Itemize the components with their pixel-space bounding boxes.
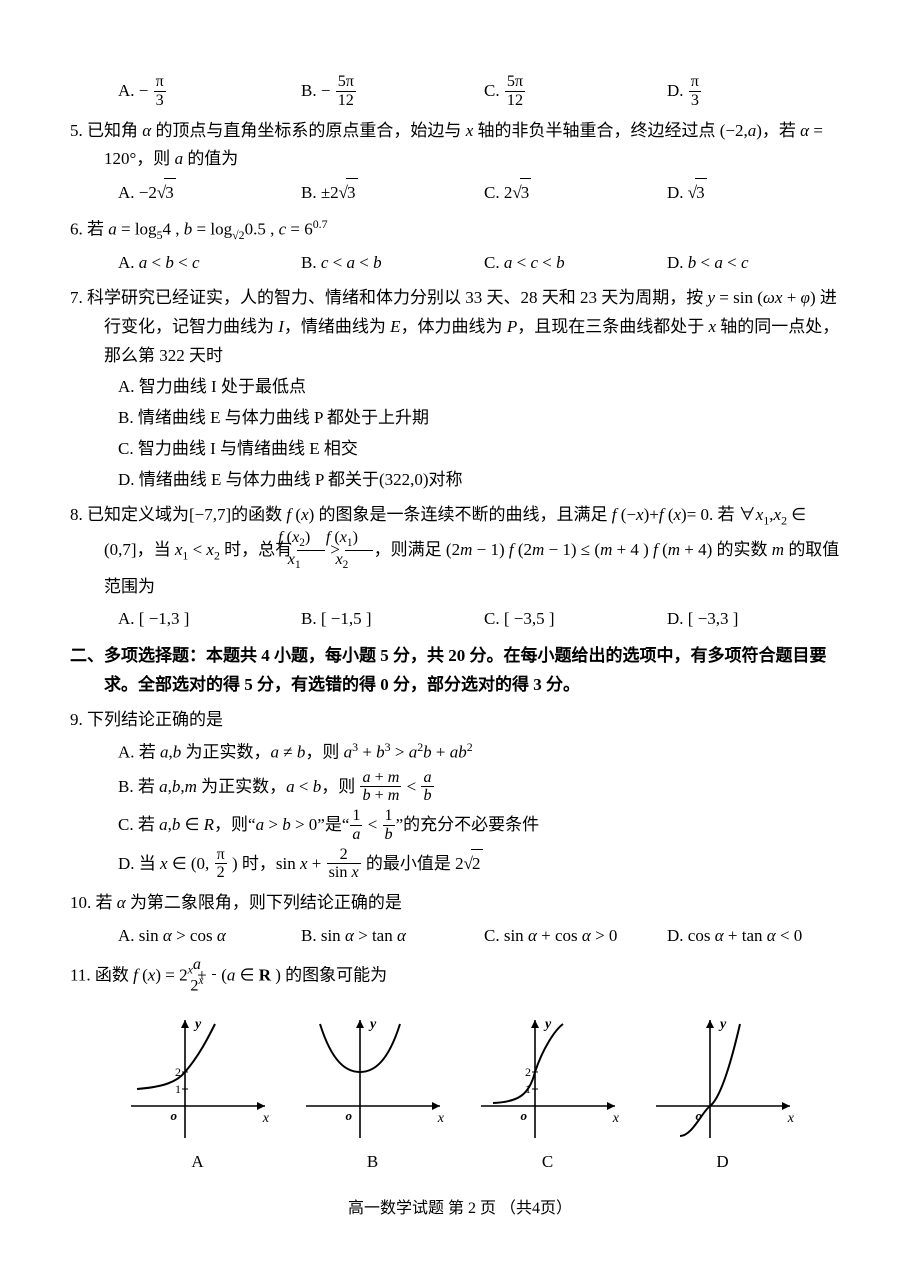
q11-figures: xyo12 A xyo B xyo12 C xyo D: [110, 1014, 810, 1177]
q4-opt-b: B. − 5π12: [301, 74, 484, 111]
q9-opt-d: D. 当 x ∈ (0, π2 ) 时，sin x + 2sin x 的最小值是…: [118, 847, 850, 884]
svg-text:y: y: [193, 1017, 202, 1032]
q5-opt-a: A. −23: [118, 178, 301, 208]
svg-text:o: o: [345, 1108, 352, 1123]
q9-opt-c: C. 若 a,b ∈ R，则“a > b > 0”是“1a < 1b”的充分不必…: [118, 808, 850, 845]
fig-A-label: A: [123, 1148, 273, 1177]
fig-B-label: B: [298, 1148, 448, 1177]
q4-opt-a: A. − π3: [118, 74, 301, 111]
svg-text:o: o: [170, 1108, 177, 1123]
q8-options: A. [ −1,3 ] B. [ −1,5 ] C. [ −3,5 ] D. […: [118, 605, 850, 634]
fig-A: xyo12 A: [123, 1014, 273, 1177]
q10-stem: 10. 若 α 为第二象限角，则下列结论正确的是: [104, 889, 850, 918]
plot-C: xyo12: [473, 1014, 623, 1144]
q7-opt-b: B. 情绪曲线 E 与体力曲线 P 都处于上升期: [118, 404, 850, 433]
q8-opt-d: D. [ −3,3 ]: [667, 605, 850, 634]
svg-text:x: x: [436, 1111, 444, 1126]
q8-opt-b: B. [ −1,5 ]: [301, 605, 484, 634]
q10-options: A. sin α > cos α B. sin α > tan α C. sin…: [118, 922, 850, 951]
svg-text:y: y: [543, 1017, 552, 1032]
q8-opt-a: A. [ −1,3 ]: [118, 605, 301, 634]
plot-B: x y o: [298, 1014, 448, 1144]
q7-opt-d: D. 情绪曲线 E 与体力曲线 P 都关于(322,0)对称: [118, 466, 850, 495]
q8-opt-c: C. [ −3,5 ]: [484, 605, 667, 634]
svg-text:x: x: [611, 1111, 619, 1126]
section-2-title: 二、多项选择题：本题共 4 小题，每小题 5 分，共 20 分。在每小题给出的选…: [104, 642, 850, 700]
q6-stem: 6. 若 a = log54 , b = log√20.5 , c = 60.7: [104, 214, 850, 245]
q4-options: A. − π3 B. − 5π12 C. 5π12 D. π3: [118, 74, 850, 111]
q10-opt-a: A. sin α > cos α: [118, 922, 301, 951]
svg-text:1: 1: [175, 1082, 181, 1096]
q5-options: A. −23 B. ±23 C. 23 D. 3: [118, 178, 850, 208]
q5-stem: 5. 已知角 α 的顶点与直角坐标系的原点重合，始边与 x 轴的非负半轴重合，终…: [104, 117, 850, 175]
fig-C-label: C: [473, 1148, 623, 1177]
fig-C: xyo12 C: [473, 1014, 623, 1177]
svg-text:y: y: [718, 1017, 727, 1032]
fig-B: x y o B: [298, 1014, 448, 1177]
q9-stem: 9. 下列结论正确的是: [104, 706, 850, 735]
fig-D: xyo D: [648, 1014, 798, 1177]
q8-stem: 8. 已知定义域为[−7,7]的函数 f (x) 的图象是一条连续不断的曲线，且…: [104, 501, 850, 602]
q5-opt-b: B. ±23: [301, 178, 484, 208]
q5-opt-d: D. 3: [667, 178, 850, 208]
q10-opt-d: D. cos α + tan α < 0: [667, 922, 850, 951]
svg-text:y: y: [368, 1017, 377, 1032]
plot-D: xyo: [648, 1014, 798, 1144]
q6-opt-c: C. a < c < b: [484, 249, 667, 278]
svg-text:x: x: [786, 1111, 794, 1126]
plot-A: xyo12: [123, 1014, 273, 1144]
q7-stem: 7. 科学研究已经证实，人的智力、情绪和体力分别以 33 天、28 天和 23 …: [104, 284, 850, 371]
q10-opt-b: B. sin α > tan α: [301, 922, 484, 951]
q7-opt-a: A. 智力曲线 I 处于最低点: [118, 373, 850, 402]
q6-opt-d: D. b < a < c: [667, 249, 850, 278]
q4-opt-d: D. π3: [667, 74, 850, 111]
q4-opt-c: C. 5π12: [484, 74, 667, 111]
svg-text:o: o: [520, 1108, 527, 1123]
q11-stem: 11. 函数 f (x) = 2x + a2x (a ∈ R ) 的图象可能为: [104, 957, 850, 996]
fig-D-label: D: [648, 1148, 798, 1177]
q6-options: A. a < b < c B. c < a < b C. a < c < b D…: [118, 249, 850, 278]
svg-text:2: 2: [525, 1065, 531, 1079]
q6-opt-b: B. c < a < b: [301, 249, 484, 278]
page-footer: 高一数学试题 第 2 页 （共4页）: [70, 1195, 850, 1222]
q5-opt-c: C. 23: [484, 178, 667, 208]
svg-text:x: x: [261, 1111, 269, 1126]
q9-opt-b: B. 若 a,b,m 为正实数，a < b，则 a + mb + m < ab: [118, 770, 850, 807]
q9-opt-a: A. 若 a,b 为正实数，a ≠ b，则 a3 + b3 > a2b + ab…: [118, 737, 850, 768]
q7-opt-c: C. 智力曲线 I 与情绪曲线 E 相交: [118, 435, 850, 464]
q10-opt-c: C. sin α + cos α > 0: [484, 922, 667, 951]
q6-opt-a: A. a < b < c: [118, 249, 301, 278]
